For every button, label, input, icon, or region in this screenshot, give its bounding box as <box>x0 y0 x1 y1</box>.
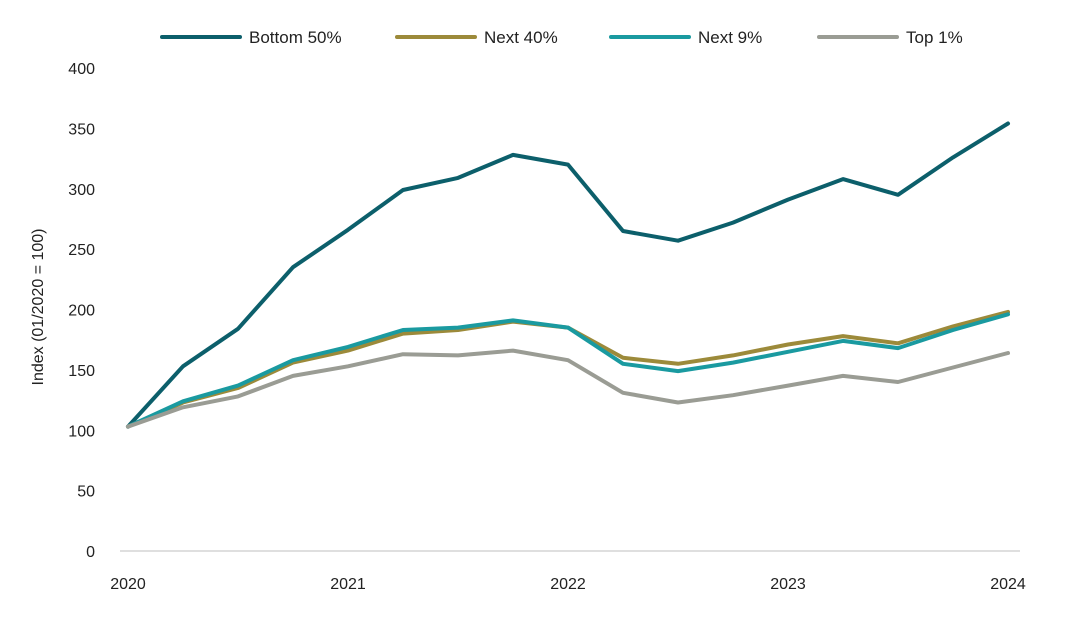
x-tick-label: 2023 <box>770 576 806 593</box>
y-tick-label: 100 <box>68 423 95 440</box>
legend-item-top-1: Top 1% <box>817 28 963 47</box>
legend-item-next-40: Next 40% <box>395 28 558 47</box>
legend-item-bottom-50: Bottom 50% <box>160 28 342 47</box>
series-line-bottom-50 <box>126 121 1010 429</box>
y-tick-label: 400 <box>68 61 95 78</box>
series-line-next-9 <box>126 312 1010 429</box>
y-axis: 0 50 100 150 200 250 300 350 400 <box>68 61 95 561</box>
legend-item-next-9: Next 9% <box>609 28 762 47</box>
y-tick-label: 50 <box>77 484 95 501</box>
x-axis: 2020 2021 2022 2023 2024 <box>110 550 1026 593</box>
legend-label: Bottom 50% <box>249 28 342 47</box>
x-tick-label: 2022 <box>550 576 586 593</box>
y-tick-label: 250 <box>68 242 95 259</box>
y-tick-label: 0 <box>86 544 95 561</box>
x-tick-label: 2024 <box>990 576 1026 593</box>
legend-label: Next 9% <box>698 28 762 47</box>
x-tick-label: 2021 <box>330 576 366 593</box>
y-tick-label: 150 <box>68 363 95 380</box>
plot-area <box>126 121 1010 429</box>
legend: Bottom 50% Next 40% Next 9% Top 1% <box>160 28 963 47</box>
legend-label: Top 1% <box>906 28 963 47</box>
legend-label: Next 40% <box>484 28 558 47</box>
y-tick-label: 200 <box>68 303 95 320</box>
x-tick-label: 2020 <box>110 576 146 593</box>
series-line-top-1 <box>126 348 1010 429</box>
y-axis-title: Index (01/2020 = 100) <box>30 228 47 385</box>
y-tick-label: 350 <box>68 121 95 138</box>
y-tick-label: 300 <box>68 182 95 199</box>
